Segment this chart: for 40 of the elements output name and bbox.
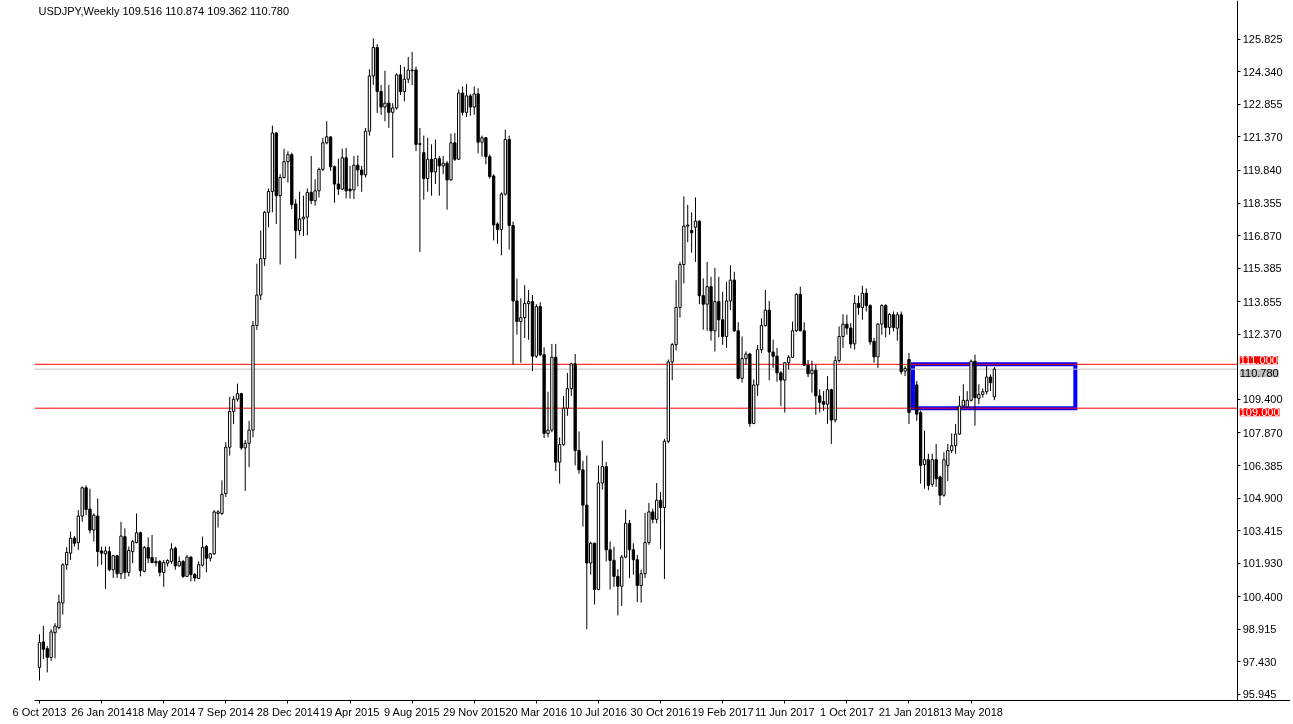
y-tick-label: 106.385 [1242,459,1283,472]
y-tick-label: 119.840 [1242,164,1282,177]
x-tick-label: 30 Oct 2016 [630,705,691,718]
y-tick-label: 122.855 [1242,98,1283,111]
x-tick-label: 29 Nov 2015 [443,705,506,718]
y-tick-label: 121.370 [1242,130,1283,143]
x-tick-label: 13 May 2018 [939,705,1003,718]
ref-line-label: 111.000 [1239,354,1278,367]
y-tick-label: 115.385 [1242,262,1282,275]
x-tick-label: 19 Feb 2017 [691,705,754,718]
y-tick-label: 101.930 [1242,557,1283,570]
y-tick-label: 125.825 [1242,33,1283,46]
y-tick-label: 103.415 [1242,524,1283,537]
x-tick-label: 26 Jan 2014 [71,705,132,718]
y-tick-label: 100.400 [1242,590,1283,603]
x-tick-label: 9 Aug 2015 [384,705,440,718]
y-tick-label: 95.945 [1242,688,1277,701]
ref-line-label: 110.780 [1239,367,1279,380]
y-tick-label: 98.915 [1242,623,1277,636]
y-tick-label: 107.870 [1242,426,1283,439]
x-tick-label: 19 Apr 2015 [320,705,380,718]
x-tick-label: 10 Jul 2016 [570,705,627,718]
y-tick-label: 124.340 [1242,65,1283,78]
ref-line-label: 109.000 [1239,406,1280,419]
x-tick-label: 7 Sep 2014 [197,705,254,718]
x-tick-label: 18 May 2014 [131,705,196,718]
y-tick-label: 97.430 [1242,655,1277,668]
y-tick-label: 118.355 [1242,197,1282,210]
y-tick-label: 112.370 [1242,328,1282,341]
y-tick-label: 109.400 [1242,393,1283,406]
x-tick-label: 1 Oct 2017 [819,705,874,718]
chart-title: USDJPY,Weekly 109.516 110.874 109.362 110.780 [38,4,290,17]
x-tick-label: 21 Jan 2018 [878,705,940,718]
x-tick-label: 28 Dec 2014 [256,705,320,718]
x-tick-label: 11 Jun 2017 [754,705,815,718]
x-tick-label: 6 Oct 2013 [12,705,67,718]
y-tick-label: 104.900 [1242,492,1283,505]
x-tick-label: 20 Mar 2016 [505,705,568,718]
y-tick-label: 116.870 [1242,229,1282,242]
y-tick-label: 113.855 [1242,295,1282,308]
